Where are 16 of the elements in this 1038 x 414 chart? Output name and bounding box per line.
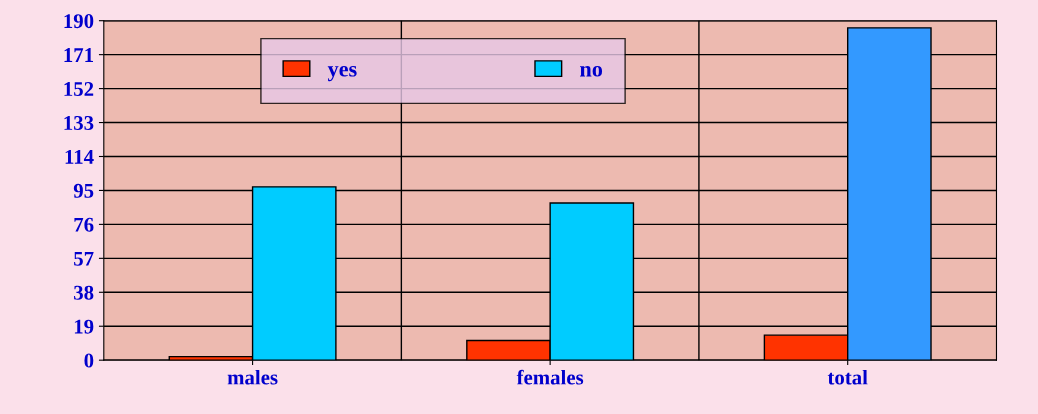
y-tick-label: 190 [64, 14, 94, 29]
y-tick-label: 114 [65, 149, 94, 164]
y-tick-label: 57 [74, 251, 94, 266]
legend-label: yes [327, 65, 357, 82]
y-tick-label: 76 [74, 217, 94, 232]
y-tick-label: 0 [84, 353, 94, 368]
legend-label: no [580, 65, 603, 77]
y-tick-label: 38 [74, 285, 94, 300]
x-tick-label: females [516, 369, 584, 385]
x-tick-label: total [827, 369, 868, 385]
y-tick-label: 171 [64, 48, 93, 62]
y-tick-label: 19 [74, 319, 94, 334]
x-tick-label: males [227, 369, 278, 385]
y-tick-label: 152 [64, 82, 94, 97]
y-tick-label: 133 [64, 115, 94, 130]
y-tick-label: 95 [73, 183, 94, 198]
